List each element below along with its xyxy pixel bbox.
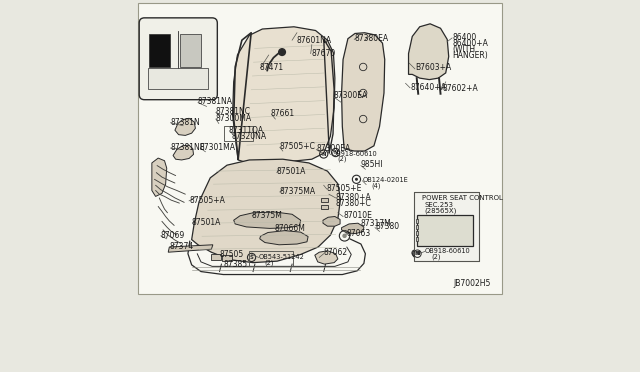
Text: 87381NA: 87381NA: [198, 97, 233, 106]
Bar: [222, 255, 232, 261]
Text: 87320NA: 87320NA: [232, 132, 267, 141]
Text: 87300EA: 87300EA: [333, 92, 367, 100]
Bar: [416, 231, 418, 235]
Text: 87381NE: 87381NE: [170, 143, 205, 152]
Polygon shape: [148, 68, 209, 89]
Circle shape: [278, 49, 285, 55]
Text: 87375M: 87375M: [251, 211, 282, 219]
Polygon shape: [342, 33, 385, 151]
Text: N: N: [333, 150, 338, 155]
Text: 985HI: 985HI: [361, 160, 383, 169]
Text: 87380+A: 87380+A: [335, 193, 371, 202]
Bar: [211, 254, 221, 260]
Bar: [250, 251, 293, 266]
Text: 87301MA: 87301MA: [199, 143, 235, 152]
Text: (WITH: (WITH: [452, 45, 475, 54]
Text: OB543-51242: OB543-51242: [259, 254, 305, 260]
Polygon shape: [315, 251, 338, 264]
Text: OB918-60610: OB918-60610: [425, 248, 470, 254]
Text: SEC.253: SEC.253: [425, 202, 454, 208]
Text: 87505+E: 87505+E: [326, 184, 362, 193]
Text: 87385: 87385: [223, 260, 248, 269]
Text: N: N: [415, 251, 419, 256]
Text: N: N: [415, 251, 420, 256]
Text: 87311QA: 87311QA: [229, 126, 264, 135]
Text: 87661: 87661: [271, 109, 295, 118]
Text: (2): (2): [338, 156, 348, 163]
Text: 87380: 87380: [375, 222, 399, 231]
Polygon shape: [191, 159, 340, 263]
Text: 86400+A: 86400+A: [452, 39, 488, 48]
Polygon shape: [168, 245, 213, 252]
Text: 87066M: 87066M: [275, 224, 305, 233]
Polygon shape: [323, 217, 340, 226]
Text: (2): (2): [264, 259, 274, 266]
Text: OB918-60610: OB918-60610: [332, 151, 378, 157]
Text: 87380EA: 87380EA: [354, 34, 388, 43]
Text: 87501A: 87501A: [276, 167, 305, 176]
Text: 87381NC: 87381NC: [215, 107, 250, 116]
Polygon shape: [234, 212, 301, 228]
Text: (2): (2): [431, 253, 441, 260]
Bar: [321, 198, 328, 202]
Polygon shape: [232, 27, 335, 163]
Text: 87640+A: 87640+A: [410, 83, 446, 92]
Text: 87505+A: 87505+A: [189, 196, 225, 205]
Text: 87670: 87670: [312, 49, 336, 58]
Text: 87505+C: 87505+C: [279, 142, 315, 151]
Circle shape: [355, 178, 358, 181]
Bar: [413, 192, 479, 261]
Bar: [416, 219, 418, 223]
Text: 87375MA: 87375MA: [279, 187, 316, 196]
Polygon shape: [152, 158, 167, 196]
Text: 87063: 87063: [347, 229, 371, 238]
Text: 87069: 87069: [161, 231, 185, 240]
Polygon shape: [408, 24, 449, 80]
Text: 87010E: 87010E: [343, 211, 372, 220]
Bar: [138, 3, 502, 294]
Text: B7603+A: B7603+A: [415, 63, 451, 72]
Polygon shape: [180, 34, 201, 67]
Text: 87501A: 87501A: [191, 218, 221, 227]
Text: 87602+A: 87602+A: [442, 84, 478, 93]
Bar: [321, 205, 328, 209]
Text: 86400: 86400: [452, 33, 476, 42]
Polygon shape: [175, 118, 195, 135]
Bar: [224, 126, 253, 141]
Polygon shape: [173, 145, 193, 160]
Circle shape: [342, 234, 347, 238]
Text: N: N: [321, 151, 326, 157]
Text: HANGER): HANGER): [452, 51, 488, 60]
Text: JB7002H5: JB7002H5: [453, 279, 490, 288]
Text: 87381N: 87381N: [170, 118, 200, 126]
Text: 87062: 87062: [324, 248, 348, 257]
Text: S: S: [250, 255, 253, 260]
Text: (4): (4): [371, 183, 381, 189]
Bar: [413, 192, 479, 261]
Text: 87300EA: 87300EA: [316, 144, 351, 153]
Text: 87374: 87374: [170, 242, 193, 251]
Bar: [416, 237, 418, 241]
Bar: [417, 215, 472, 246]
Polygon shape: [149, 34, 170, 67]
Polygon shape: [260, 231, 308, 245]
Text: (28565X): (28565X): [424, 207, 456, 214]
Text: 87317M: 87317M: [360, 219, 391, 228]
Polygon shape: [342, 223, 364, 234]
Text: 87300MA: 87300MA: [215, 114, 252, 123]
Text: POWER SEAT CONTROL: POWER SEAT CONTROL: [422, 195, 503, 201]
FancyBboxPatch shape: [140, 18, 218, 100]
Text: OB124-0201E: OB124-0201E: [362, 177, 408, 183]
Text: 87380+C: 87380+C: [335, 199, 371, 208]
Bar: [416, 225, 418, 229]
Text: 87601NA: 87601NA: [297, 36, 332, 45]
Text: 87505: 87505: [220, 250, 244, 259]
Text: 87471: 87471: [259, 63, 284, 72]
